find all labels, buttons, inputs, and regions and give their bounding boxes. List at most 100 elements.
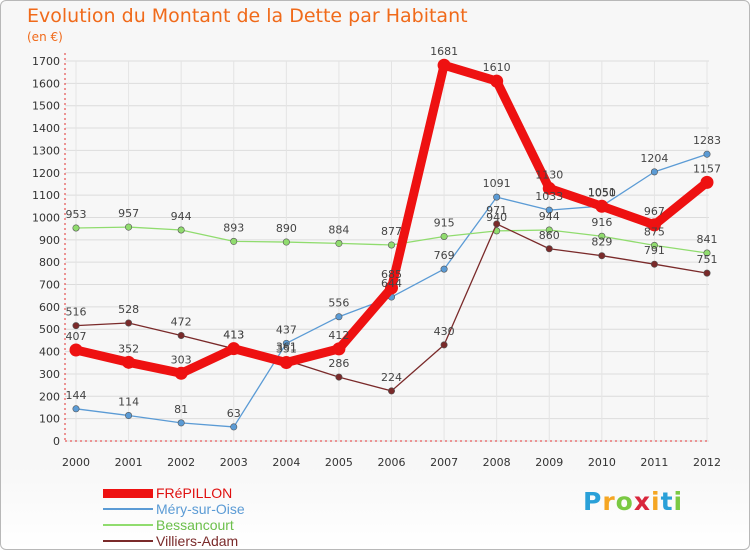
data-point-villiers-adam <box>335 373 343 381</box>
data-label-frepillon: 1130 <box>535 168 563 181</box>
data-point-mery-sur-oise <box>125 412 133 420</box>
legend-swatch <box>103 489 153 498</box>
data-label-bessancourt: 940 <box>486 211 507 224</box>
data-label-bessancourt: 957 <box>118 207 139 220</box>
data-label-bessancourt: 953 <box>66 208 87 221</box>
legend-label: Villiers-Adam <box>156 533 239 549</box>
data-point-frepillon <box>227 342 241 356</box>
data-point-frepillon <box>332 342 346 356</box>
data-label-bessancourt: 944 <box>539 210 560 223</box>
y-tick-label: 300 <box>39 368 60 381</box>
data-label-mery-sur-oise: 81 <box>174 403 188 416</box>
data-point-mery-sur-oise <box>72 405 80 413</box>
data-label-frepillon: 303 <box>171 353 192 366</box>
logo-letter: i <box>651 487 661 516</box>
data-point-bessancourt <box>545 226 553 234</box>
y-tick-label: 700 <box>39 279 60 292</box>
data-label-villiers-adam: 413 <box>223 329 244 342</box>
data-label-mery-sur-oise: 63 <box>227 407 241 420</box>
y-tick-label: 100 <box>39 413 60 426</box>
data-label-villiers-adam: 516 <box>66 306 87 319</box>
y-tick-label: 600 <box>39 301 60 314</box>
data-label-villiers-adam: 472 <box>171 315 192 328</box>
data-label-mery-sur-oise: 1283 <box>693 134 721 147</box>
data-label-mery-sur-oise: 114 <box>118 396 139 409</box>
y-tick-label: 1400 <box>32 122 60 135</box>
legend-swatch <box>103 508 153 510</box>
y-tick-label: 900 <box>39 234 60 247</box>
y-tick-label: 200 <box>39 390 60 403</box>
data-label-bessancourt: 893 <box>223 221 244 234</box>
data-label-villiers-adam: 860 <box>539 229 560 242</box>
data-point-bessancourt <box>703 249 711 257</box>
y-tick-label: 1300 <box>32 144 60 157</box>
data-label-mery-sur-oise: 144 <box>66 389 87 402</box>
data-point-frepillon <box>279 356 293 370</box>
legend-swatch <box>103 524 153 526</box>
data-point-frepillon <box>700 175 714 189</box>
x-tick-label: 2003 <box>220 456 248 469</box>
data-label-villiers-adam: 791 <box>644 244 665 257</box>
data-label-mery-sur-oise: 1033 <box>535 190 563 203</box>
data-label-frepillon: 1050 <box>588 186 616 199</box>
y-tick-label: 1700 <box>32 55 60 68</box>
data-point-villiers-adam <box>387 387 395 395</box>
data-point-mery-sur-oise <box>703 150 711 158</box>
data-point-mery-sur-oise <box>177 419 185 427</box>
x-tick-label: 2010 <box>588 456 616 469</box>
data-label-frepillon: 1681 <box>430 45 458 58</box>
data-point-mery-sur-oise <box>335 313 343 321</box>
data-label-villiers-adam: 829 <box>591 236 612 249</box>
data-label-bessancourt: 915 <box>434 216 455 229</box>
data-point-villiers-adam <box>440 341 448 349</box>
data-point-frepillon <box>542 181 556 195</box>
data-point-villiers-adam <box>545 245 553 253</box>
data-label-bessancourt: 875 <box>644 225 665 238</box>
data-label-frepillon: 967 <box>644 205 665 218</box>
data-label-frepillon: 1157 <box>693 162 721 175</box>
x-tick-label: 2006 <box>378 456 406 469</box>
data-label-villiers-adam: 361 <box>276 340 297 353</box>
data-point-bessancourt <box>598 232 606 240</box>
data-label-bessancourt: 890 <box>276 222 297 235</box>
data-label-villiers-adam: 224 <box>381 371 402 384</box>
data-label-bessancourt: 877 <box>381 225 402 238</box>
y-tick-label: 0 <box>53 435 60 448</box>
x-tick-label: 2005 <box>325 456 353 469</box>
logo-letter: t <box>660 487 674 516</box>
y-tick-label: 500 <box>39 323 60 336</box>
data-label-villiers-adam: 528 <box>118 303 139 316</box>
data-label-frepillon: 407 <box>66 330 87 343</box>
x-tick-label: 2008 <box>483 456 511 469</box>
data-point-villiers-adam <box>598 252 606 260</box>
data-label-mery-sur-oise: 1204 <box>640 152 668 165</box>
y-tick-label: 1200 <box>32 167 60 180</box>
data-point-villiers-adam <box>72 322 80 330</box>
data-point-frepillon <box>174 366 188 380</box>
y-tick-label: 1600 <box>32 77 60 90</box>
data-label-mery-sur-oise: 644 <box>381 277 402 290</box>
data-label-frepillon: 352 <box>118 342 139 355</box>
logo-letter: r <box>602 487 616 516</box>
data-point-mery-sur-oise <box>230 423 238 431</box>
logo-letter: o <box>615 487 634 516</box>
chart-title: Evolution du Montant de la Dette par Hab… <box>27 5 468 27</box>
data-point-frepillon <box>647 218 661 232</box>
data-point-bessancourt <box>387 241 395 249</box>
proxiti-logo: Proxiti <box>583 487 683 516</box>
y-tick-label: 400 <box>39 346 60 359</box>
y-tick-label: 800 <box>39 256 60 269</box>
legend-swatch <box>103 540 153 542</box>
data-label-villiers-adam: 286 <box>328 357 349 370</box>
data-point-bessancourt <box>440 232 448 240</box>
x-tick-label: 2011 <box>640 456 668 469</box>
x-tick-label: 2007 <box>430 456 458 469</box>
data-point-mery-sur-oise <box>282 339 290 347</box>
data-label-mery-sur-oise: 1091 <box>483 177 511 190</box>
data-point-frepillon <box>595 199 609 213</box>
data-label-mery-sur-oise: 437 <box>276 323 297 336</box>
y-tick-label: 1100 <box>32 189 60 202</box>
data-point-villiers-adam <box>125 319 133 327</box>
